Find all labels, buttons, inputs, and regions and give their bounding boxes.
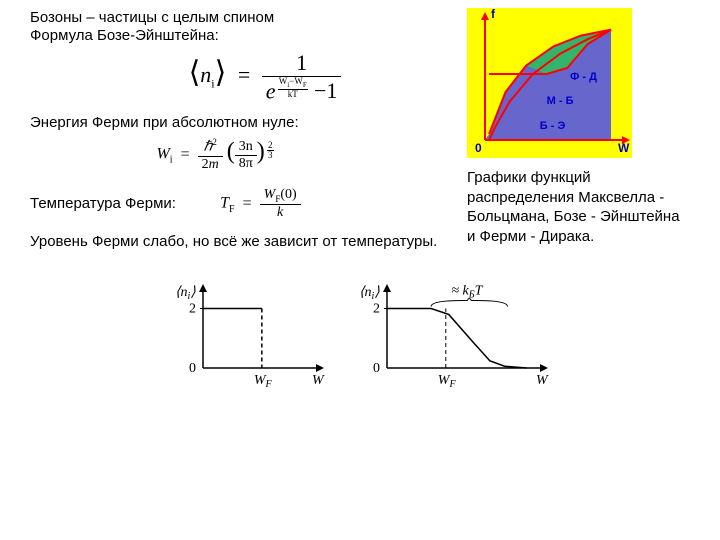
svg-text:0: 0: [475, 141, 482, 155]
svg-text:⟨ni⟩: ⟨ni⟩: [175, 285, 196, 302]
svg-text:0: 0: [373, 361, 380, 376]
svg-text:WF: WF: [254, 373, 273, 390]
svg-text:W: W: [536, 373, 549, 388]
svg-text:М - Б: М - Б: [547, 95, 574, 107]
formula-fermi-energy: Wi = ℏ2 2m ( 3n 8π ) 2 3: [0, 137, 460, 173]
svg-text:⟨ni⟩: ⟨ni⟩: [359, 285, 380, 302]
distribution-chart: fW0Б - ЭМ - БФ - Д: [467, 8, 687, 162]
heading-bosons: Бозоны – частицы с целым спином: [30, 9, 460, 26]
formula-bose-einstein: ⟨ni⟩ = 1 e Wi−WF kT −1: [70, 50, 460, 104]
svg-text:Ф - Д: Ф - Д: [570, 71, 597, 83]
formula-fermi-temp: TF = WF(0) k: [220, 187, 301, 221]
heading-bose-formula: Формула Бозе-Эйнштейна:: [30, 27, 460, 44]
svg-text:2: 2: [189, 301, 196, 316]
svg-text:2: 2: [373, 301, 380, 316]
svg-text:W: W: [312, 373, 325, 388]
chart-caption: Графики функций распределения Максвелла …: [467, 168, 687, 246]
svg-text:W: W: [618, 141, 630, 155]
svg-text:WF: WF: [438, 373, 457, 390]
svg-text:≈ kБT: ≈ kБT: [451, 283, 483, 300]
heading-fermi-energy: Энергия Ферми при абсолютном нуле:: [30, 114, 460, 131]
bottom-charts: ⟨ni⟩20WFW ⟨ni⟩20WFW≈ kБT: [30, 280, 690, 394]
heading-fermi-temp: Температура Ферми:: [30, 195, 176, 212]
svg-text:0: 0: [189, 361, 196, 376]
svg-text:Б - Э: Б - Э: [540, 120, 566, 132]
